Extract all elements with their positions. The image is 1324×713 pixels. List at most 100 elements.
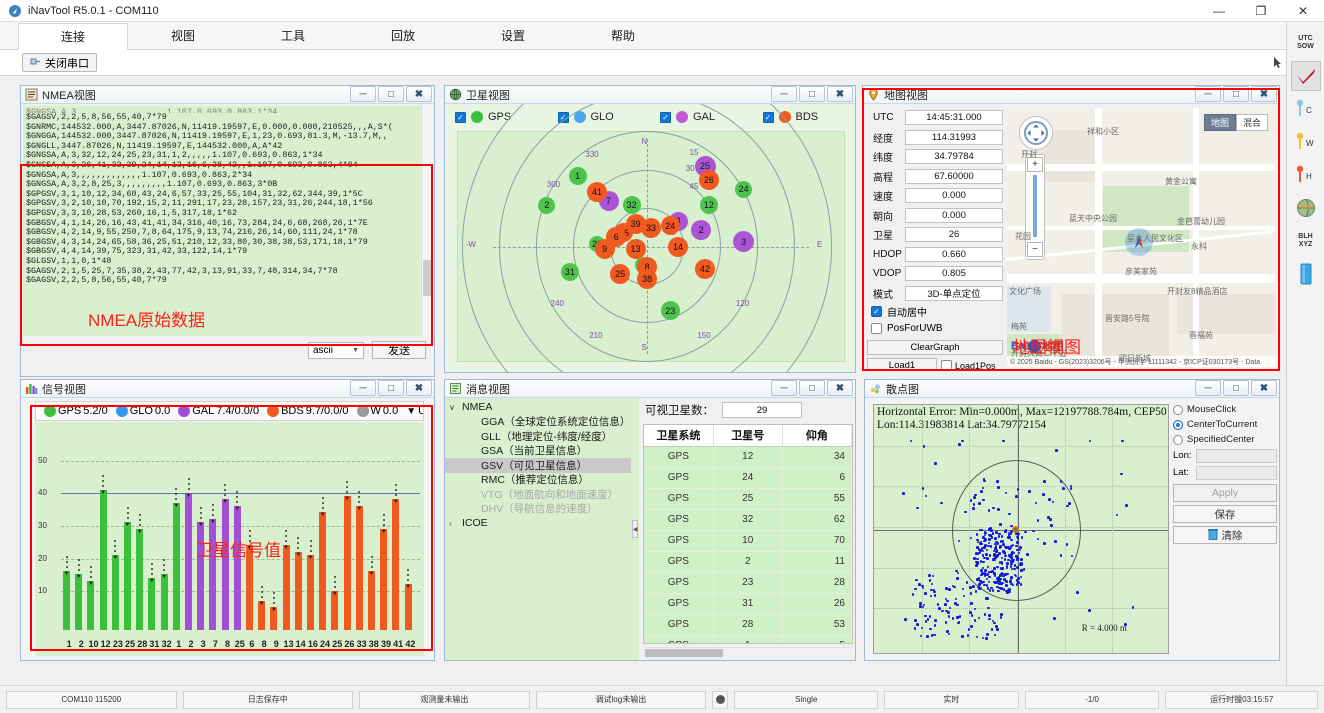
signal-bar-BDS-42[interactable]	[404, 584, 412, 630]
tree-node-6[interactable]: VTG（地面航向和地面速度）	[445, 487, 631, 502]
nmea-maximize-button[interactable]: □	[378, 86, 404, 102]
signal-bar-GAL-2[interactable]	[185, 492, 192, 630]
signal-bar-GPS-1[interactable]	[63, 571, 70, 630]
tab-1[interactable]: 视图	[170, 29, 195, 43]
map-pan-control[interactable]	[1019, 116, 1053, 150]
sat-legend-item-GPS[interactable]: ✓ GPS	[455, 104, 548, 130]
sat-blip-GAL-2[interactable]: 2	[691, 220, 712, 241]
close-port-button[interactable]: 关闭串口	[22, 53, 97, 72]
tree-node-4[interactable]: GSV（可见卫星信息）	[445, 458, 631, 473]
tree-expander-8[interactable]: ›	[449, 518, 452, 528]
nmea-scroll-thumb[interactable]	[423, 260, 433, 296]
satellite-table-hscrollbar[interactable]	[643, 647, 853, 658]
table-row[interactable]: GPS 10 70	[644, 530, 852, 552]
checkbox-自动居中[interactable]: ✓	[871, 306, 882, 317]
nmea-encoding-select[interactable]: ascii ▼	[308, 341, 364, 359]
checkbox-GPS[interactable]: ✓	[455, 111, 466, 123]
sat-blip-BDS-38[interactable]: 38	[637, 268, 658, 289]
tab-2[interactable]: 工具	[280, 29, 305, 43]
radio-MouseClick[interactable]	[1173, 404, 1183, 415]
message-maximize-button[interactable]: □	[799, 380, 825, 396]
map-loadpos-wrap-Load1Pos[interactable]: Load1Pos	[941, 360, 996, 370]
globe-icon[interactable]	[1291, 193, 1321, 223]
scatter-input-Lon:[interactable]	[1196, 448, 1277, 463]
close-button[interactable]: ✕	[1297, 4, 1309, 18]
sat-blip-GPS-12[interactable]: 12	[699, 196, 718, 215]
signal-bar-GPS-28[interactable]	[136, 528, 144, 630]
scatter-mode-MouseClick[interactable]: MouseClick	[1173, 402, 1277, 417]
signal-bar-BDS-8[interactable]	[258, 600, 266, 630]
table-row[interactable]: GPS 12 34	[644, 446, 852, 468]
temperature-c-icon[interactable]: C	[1291, 94, 1321, 124]
tab-0[interactable]: 连接	[18, 23, 128, 50]
sat-blip-BDS-25[interactable]: 25	[610, 263, 631, 284]
scatter-close-button[interactable]: ✖	[1251, 380, 1277, 396]
sat-blip-GAL-3[interactable]: 3	[733, 231, 755, 253]
map-checkbox-PosForUWB[interactable]: PosForUWB	[867, 320, 1003, 337]
sat-maximize-button[interactable]: □	[799, 86, 825, 102]
checkmark-icon[interactable]	[1290, 61, 1321, 91]
signal-bar-BDS-9[interactable]	[270, 607, 278, 630]
signal-bar-BDS-39[interactable]	[380, 528, 388, 630]
signal-bar-BDS-24[interactable]	[319, 512, 327, 630]
tab-3[interactable]: 回放	[390, 29, 415, 43]
sat-blip-BDS-13[interactable]: 13	[625, 238, 646, 259]
sat-blip-BDS-42[interactable]: 42	[695, 259, 716, 280]
sat-blip-BDS-26[interactable]: 26	[698, 170, 719, 191]
table-row[interactable]: GPS 24 6	[644, 467, 852, 489]
checkbox-Load1Pos[interactable]	[941, 360, 952, 370]
sat-blip-BDS-33[interactable]: 33	[641, 218, 661, 239]
signal-bar-BDS-41[interactable]	[392, 499, 400, 630]
tree-node-8[interactable]: › ICOE	[445, 516, 631, 531]
tree-node-3[interactable]: GSA（当前卫星信息）	[445, 444, 631, 459]
signal-maximize-button[interactable]: □	[378, 380, 404, 396]
battery-icon[interactable]	[1291, 259, 1321, 289]
map-type-button-混合[interactable]: 混合	[1235, 114, 1268, 131]
signal-window[interactable]: 信号视图 ─ □ ✖ GPS 5.2/0 GLO 0.0 GAL 7.4/0.0/0 BDS…	[20, 379, 435, 661]
map-minimize-button[interactable]: ─	[1195, 86, 1221, 102]
satellite-window[interactable]: 卫星视图 ─ □ ✖ ✓ GPS ✓ GLO ✓ GAL ✓ BDS N S -W E 15 330 30…	[444, 85, 856, 373]
nmea-minimize-button[interactable]: ─	[350, 86, 376, 102]
tree-node-7[interactable]: DHV（导航信息的速度）	[445, 502, 631, 517]
signal-bar-BDS-6[interactable]	[246, 545, 253, 630]
scatter-button-清除[interactable]: 清除	[1173, 526, 1277, 544]
sat-blip-GPS-2[interactable]: 2	[538, 196, 556, 214]
table-row[interactable]: GPS 28 53	[644, 614, 852, 636]
clear-graph-button[interactable]: ClearGraph	[867, 340, 1003, 355]
scatter-plot-canvas[interactable]: Horizontal Error: Min=0.000m, Max=121977…	[873, 404, 1169, 654]
map-window[interactable]: 地图视图 ─ □ ✖ UTC 14:45:31.000 经度 114.31993 纬度 3…	[862, 85, 1280, 371]
scatter-button-保存[interactable]: 保存	[1173, 505, 1277, 523]
sat-blip-GPS-24[interactable]: 24	[735, 180, 753, 198]
signal-bar-GPS-32[interactable]	[160, 574, 168, 630]
scatter-mode-SpecifiedCenter[interactable]: SpecifiedCenter	[1173, 432, 1277, 447]
map-checkbox-自动居中[interactable]: ✓ 自动居中	[867, 303, 1003, 320]
signal-bar-chart[interactable]: 1 2 10 12 23 25 28 31 32 1 2 3 7 8 25 6 8 9 13 14 16 24 25 26 33…	[35, 422, 424, 656]
nmea-window[interactable]: NMEA视图 ─ □ ✖ $GNGSA,A,3,................…	[20, 85, 435, 377]
signal-bar-GPS-24[interactable]	[172, 502, 180, 630]
signal-bar-GAL-25[interactable]	[233, 505, 241, 630]
table-row[interactable]: GPS 31 26	[644, 593, 852, 615]
load-button-Load1[interactable]: Load1	[867, 358, 937, 370]
signal-bar-BDS-14[interactable]	[294, 551, 302, 630]
utc-sow-icon[interactable]: UTC SOW	[1297, 35, 1314, 50]
signal-bar-BDS-26[interactable]	[343, 496, 351, 630]
map-maximize-button[interactable]: □	[1223, 86, 1249, 102]
signal-bar-GPS-25[interactable]	[124, 522, 131, 630]
signal-bar-GAL-3[interactable]	[197, 522, 205, 630]
hscroll-thumb[interactable]	[645, 649, 723, 657]
tab-5[interactable]: 帮助	[610, 29, 635, 43]
scatter-maximize-button[interactable]: □	[1223, 380, 1249, 396]
checkbox-PosForUWB[interactable]	[871, 323, 882, 334]
table-row[interactable]: GPS15	[644, 635, 852, 643]
signal-bar-GPS-12[interactable]	[99, 489, 107, 630]
minimize-button[interactable]: —	[1213, 4, 1225, 18]
signal-bar-GPS-10[interactable]	[87, 581, 95, 630]
message-type-tree[interactable]: ∨ NMEA GGA（全球定位系统定位信息） GLL（地理定位-纬度/经度） GSA（当…	[445, 398, 631, 660]
signal-minimize-button[interactable]: ─	[350, 380, 376, 396]
blh-xyz-icon[interactable]: BLH XYZ	[1298, 233, 1313, 248]
scatter-minimize-button[interactable]: ─	[1195, 380, 1221, 396]
signal-bar-GPS-2[interactable]	[75, 574, 83, 630]
nmea-raw-text[interactable]: $GNGSA,A,3,.................1.107,0.693,…	[23, 106, 420, 374]
message-splitter[interactable]: ◀	[631, 398, 639, 660]
sat-blip-GPS-23[interactable]: 23	[660, 301, 680, 321]
